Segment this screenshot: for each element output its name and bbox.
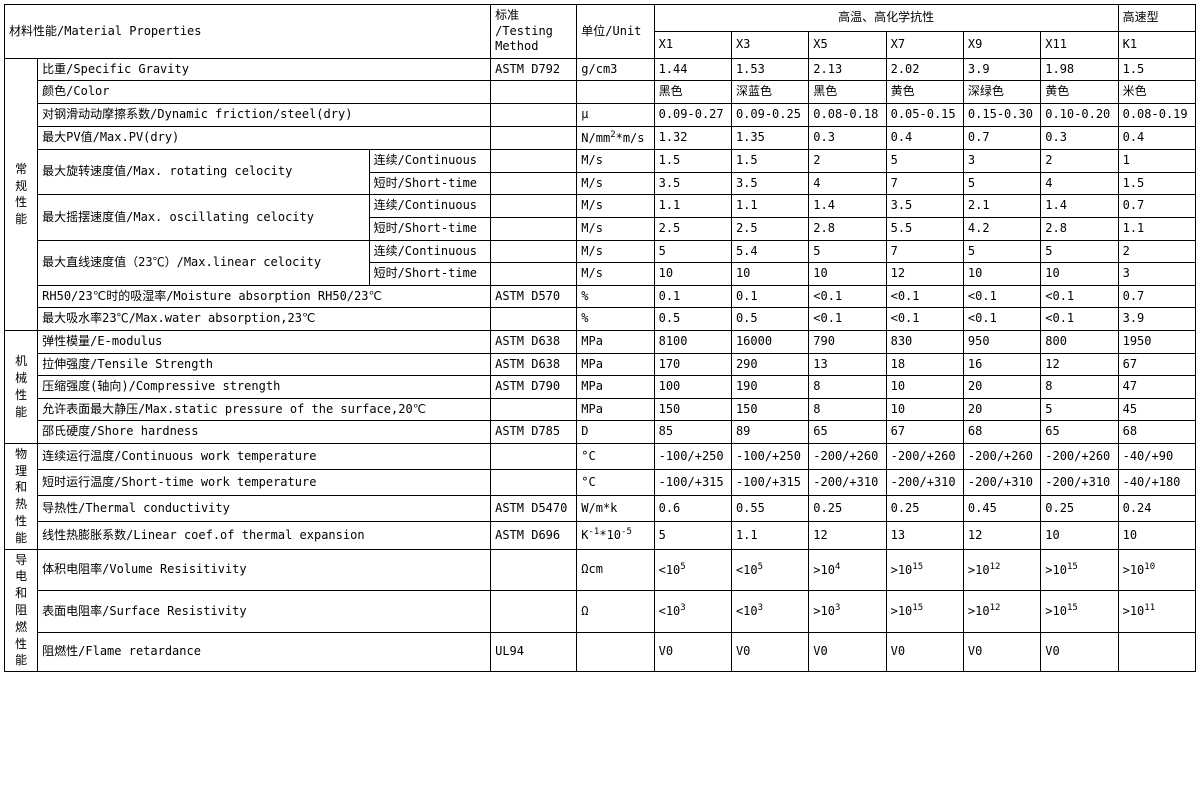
row-thermal-cond: 导热性/Thermal conductivity ASTM D5470W/m*k… — [5, 496, 1196, 522]
cell-prop: 比重/Specific Gravity — [38, 58, 491, 81]
row-tensile: 拉伸强度/Tensile Strength ASTM D638MPa 17029… — [5, 353, 1196, 376]
th-unit: 单位/Unit — [577, 5, 654, 59]
row-specific-gravity: 常规性能 比重/Specific Gravity ASTM D792 g/cm3… — [5, 58, 1196, 81]
row-linear-expansion: 线性热膨胀系数/Linear coef.of thermal expansion… — [5, 522, 1196, 549]
row-moisture-rh50: RH50/23℃时的吸湿率/Moisture absorption RH50/2… — [5, 285, 1196, 308]
section-general: 常规性能 — [5, 58, 38, 330]
th-testing-method: 标准 /Testing Method — [491, 5, 577, 59]
th-grade-x3: X3 — [731, 31, 808, 58]
row-max-static-pressure: 允许表面最大静压/Max.static pressure of the surf… — [5, 398, 1196, 421]
th-grade-x5: X5 — [809, 31, 886, 58]
th-group-high-temp-chem: 高温、高化学抗性 — [654, 5, 1118, 32]
th-grade-k1: K1 — [1118, 31, 1195, 58]
row-max-linear-cont: 最大直线速度值（23℃）/Max.linear celocity 连续/Cont… — [5, 240, 1196, 263]
row-e-modulus: 机械性能 弹性模量/E-modulus ASTM D638MPa 8100160… — [5, 330, 1196, 353]
th-grade-x11: X11 — [1041, 31, 1118, 58]
th-group-high-speed: 高速型 — [1118, 5, 1195, 32]
th-material-properties: 材料性能/Material Properties — [5, 5, 491, 59]
header-row-1: 材料性能/Material Properties 标准 /Testing Met… — [5, 5, 1196, 32]
row-compressive: 压缩强度(轴向)/Compressive strength ASTM D790M… — [5, 376, 1196, 399]
row-max-water: 最大吸水率23℃/Max.water absorption,23℃ % 0.50… — [5, 308, 1196, 331]
row-dynamic-friction: 对钢滑动动摩擦系数/Dynamic friction/steel(dry) µ … — [5, 103, 1196, 126]
row-flame: 阻燃性/Flame retardance UL94 V0V0V0V0V0V0 — [5, 632, 1196, 672]
row-max-pv: 最大PV值/Max.PV(dry) N/mm2*m/s 1.321.350.30… — [5, 126, 1196, 150]
row-shore: 邵氏硬度/Shore hardness ASTM D785D 858965676… — [5, 421, 1196, 444]
th-grade-x1: X1 — [654, 31, 731, 58]
row-volume-res: 导电和阻燃性能 体积电阻率/Volume Resisitivity Ωcm <1… — [5, 549, 1196, 590]
row-short-work-temp: 短时运行温度/Short-time work temperature °C -1… — [5, 470, 1196, 496]
row-max-oscillating-cont: 最大摇摆速度值/Max. oscillating celocity 连续/Con… — [5, 195, 1196, 218]
row-max-rotating-cont: 最大旋转速度值/Max. rotating celocity 连续/Contin… — [5, 150, 1196, 173]
row-surface-res: 表面电阻率/Surface Resistivity Ω <103<103>103… — [5, 591, 1196, 632]
material-properties-table: 材料性能/Material Properties 标准 /Testing Met… — [4, 4, 1196, 672]
th-grade-x7: X7 — [886, 31, 963, 58]
section-mechanical: 机械性能 — [5, 330, 38, 443]
section-physical-thermal: 物理和热性能 — [5, 443, 38, 549]
section-electrical-flame: 导电和阻燃性能 — [5, 549, 38, 672]
row-cont-work-temp: 物理和热性能 连续运行温度/Continuous work temperatur… — [5, 443, 1196, 469]
row-color: 颜色/Color 黑色深蓝色黑色黄色深绿色黄色米色 — [5, 81, 1196, 104]
th-grade-x9: X9 — [963, 31, 1040, 58]
